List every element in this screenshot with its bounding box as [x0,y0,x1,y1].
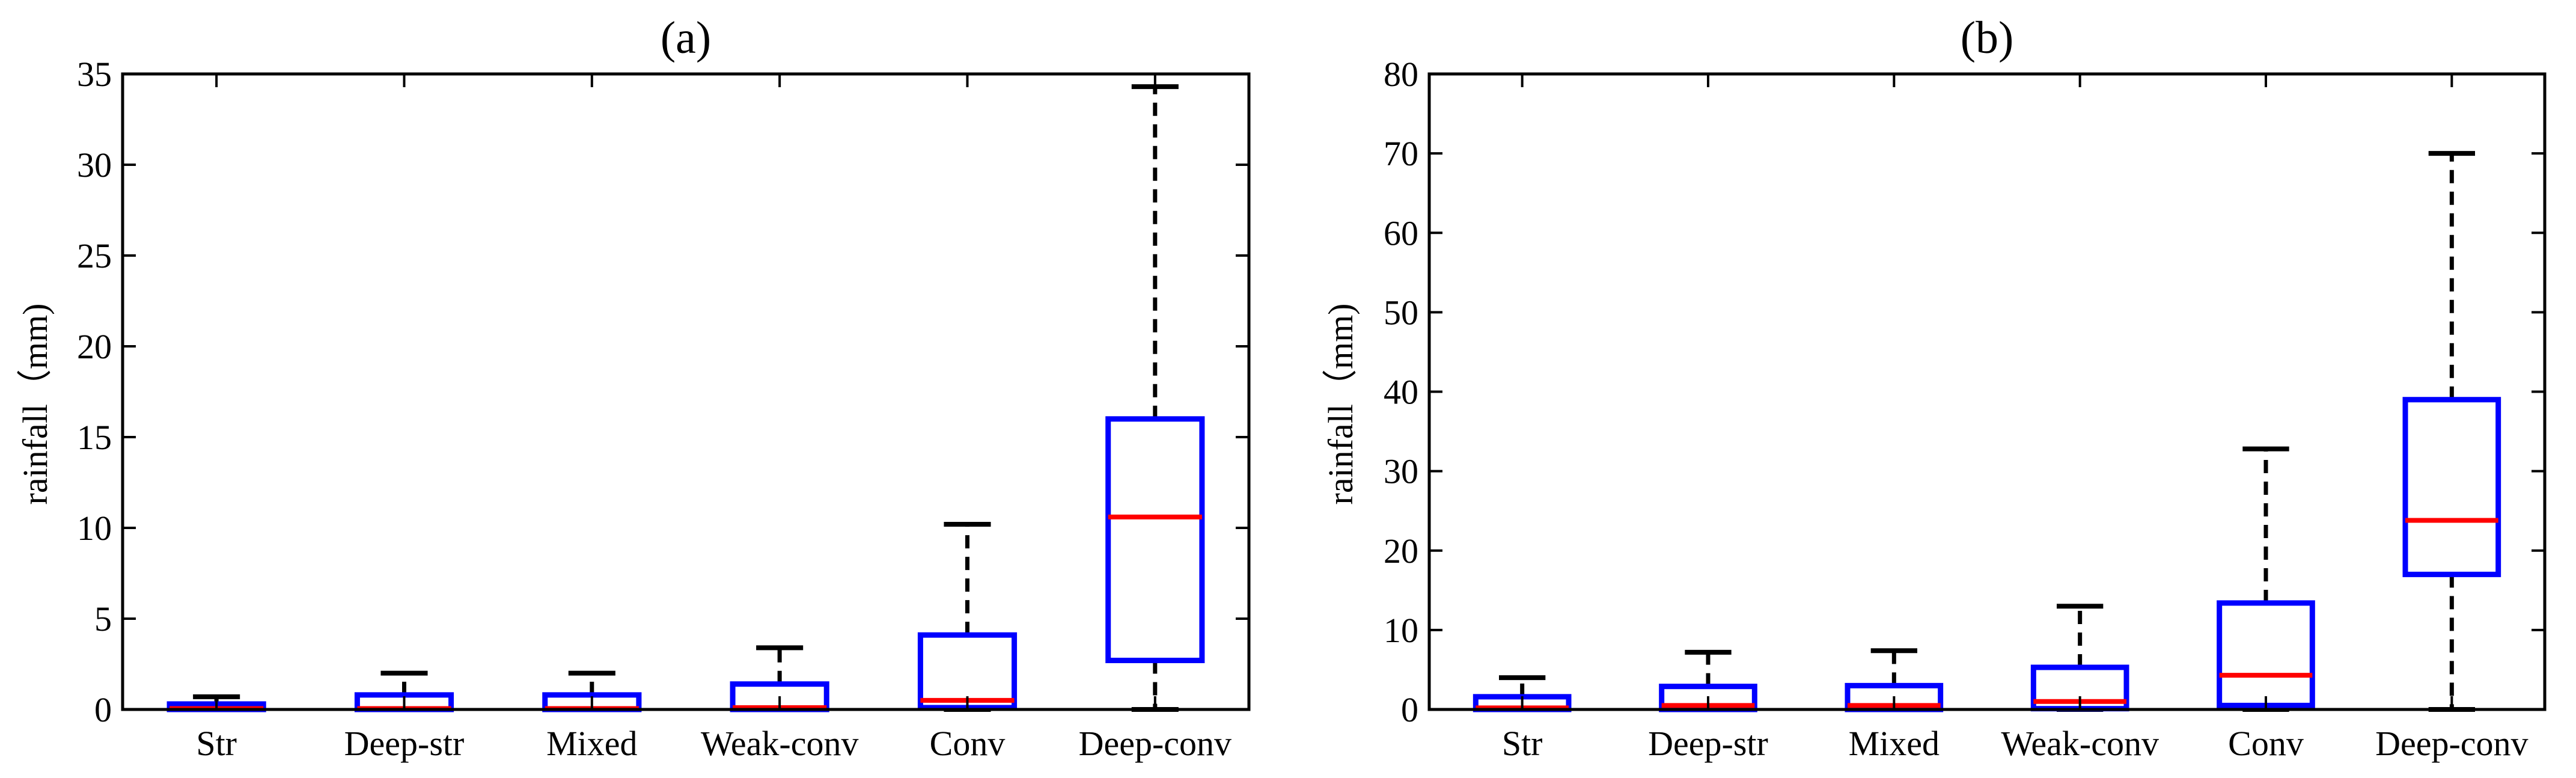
y-tick-label: 10 [1384,611,1418,650]
y-tick-label: 80 [1384,55,1418,94]
y-tick-label: 30 [77,145,112,185]
box-plot [1659,649,1757,712]
plot-frame [1427,72,2547,711]
y-tick-label: 0 [94,690,112,729]
x-tick-label: Deep-conv [1079,724,1232,763]
chart-panel-b: (b) rainfall（mm) 0 10 20 30 40 50 60 70 80 Str Dee… [1321,13,2547,763]
iqr-box [2402,397,2501,577]
x-tick-label: Str [196,724,237,763]
y-tick-label: 20 [1384,531,1418,571]
y-axis-label: rainfall（mm) [1321,303,1360,504]
box-plot [2030,604,2129,712]
chart-panel-a: (a) rainfall（mm) 0 5 10 15 20 25 30 35 Str Deep-s… [16,13,1251,763]
x-tick-label: Deep-str [344,724,465,763]
x-tick-label: Weak-conv [701,724,859,763]
y-tick-label: 10 [77,509,112,548]
x-tick-label: Conv [930,724,1006,763]
plot-frame [121,72,1251,711]
x-tick-label: Deep-str [1648,724,1768,763]
iqr-box [1105,416,1205,663]
y-tick-label: 60 [1384,213,1418,253]
iqr-box [2217,600,2315,708]
iqr-box [917,632,1018,711]
x-tick-label: Str [1502,724,1543,763]
x-tick-label: Conv [2228,724,2304,763]
x-tick-label: Deep-conv [2375,724,2528,763]
y-tick-label: 20 [77,327,112,366]
y-tick-label: 15 [77,418,112,457]
x-tick-label: Mixed [546,724,637,763]
y-tick-label: 25 [77,236,112,275]
box-plot [2217,446,2315,712]
x-tick-label: Weak-conv [2001,724,2159,763]
y-tick-label: 40 [1384,373,1418,412]
y-tick-label: 70 [1384,134,1418,173]
x-tick-label: Mixed [1849,724,1940,763]
y-tick-label: 30 [1384,452,1418,491]
y-tick-label: 50 [1384,293,1418,332]
y-tick-label: 5 [94,599,112,639]
y-tick-label: 35 [77,55,112,94]
chart-title: (a) [661,13,711,63]
y-axis-label: rainfall（mm) [16,303,55,504]
y-tick-label: 0 [1401,690,1418,729]
chart-title: (b) [1961,13,2014,63]
